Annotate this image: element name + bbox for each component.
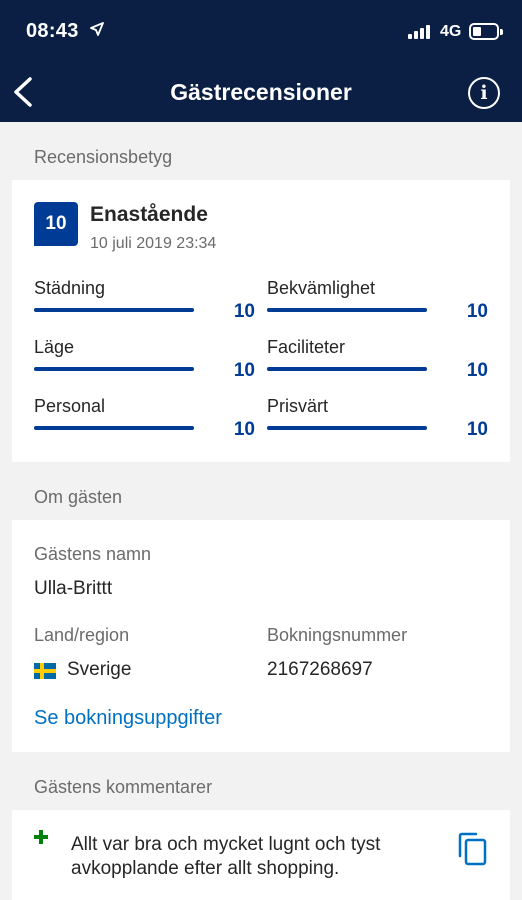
plus-icon [34, 830, 48, 844]
chevron-left-icon[interactable] [10, 76, 40, 108]
booking-number: 2167268697 [267, 659, 373, 680]
category-bar [267, 367, 427, 371]
category-rating-facilities: Faciliteter 10 [267, 337, 488, 385]
guest-name: Ulla-Brittt [34, 578, 113, 599]
booking-details-link[interactable]: Se bokningsuppgifter [34, 707, 222, 729]
category-rating-value: Prisvärt 10 [267, 396, 488, 444]
info-icon[interactable]: i [468, 77, 500, 109]
category-bar [34, 367, 194, 371]
category-value: 10 [466, 419, 488, 440]
page-title: Gästrecensioner [170, 79, 352, 105]
category-value: 10 [466, 360, 488, 381]
category-bar [267, 426, 427, 430]
nav-bar: Gästrecensioner i [0, 62, 522, 122]
guest-section-header: Om gästen [34, 487, 123, 507]
category-value: 10 [233, 419, 255, 440]
category-label: Prisvärt [267, 396, 329, 416]
guest-card: Gästens namn Ulla-Brittt Land/region Sve… [12, 520, 510, 752]
category-label: Städning [34, 278, 106, 298]
rating-card: 10 Enastående 10 juli 2019 23:34 Städnin… [12, 180, 510, 462]
category-value: 10 [233, 301, 255, 322]
score-badge: 10 [34, 202, 78, 246]
category-bar [267, 308, 427, 312]
battery-icon [469, 23, 503, 40]
category-rating-staff: Personal 10 [34, 396, 255, 444]
category-label: Personal [34, 396, 106, 416]
review-date: 10 juli 2019 23:34 [90, 235, 217, 252]
category-rating-location: Läge 10 [34, 337, 255, 385]
country-value: Sverige [67, 659, 132, 680]
rating-section-header: Recensionsbetyg [34, 147, 173, 167]
comment-card: Allt var bra och mycket lugnt och tyst a… [12, 810, 510, 900]
positive-comment: Allt var bra och mycket lugnt och tyst a… [71, 834, 381, 879]
signal-icon [408, 25, 432, 39]
category-bar [34, 426, 194, 430]
network-type: 4G [440, 23, 462, 40]
guest-name-label: Gästens namn [34, 544, 152, 564]
category-value: 10 [466, 301, 488, 322]
location-arrow-icon [90, 22, 104, 36]
category-rating-cleanliness: Städning 10 [34, 278, 255, 326]
comments-section-header: Gästens kommentarer [34, 777, 213, 797]
category-bar [34, 308, 194, 312]
sweden-flag-icon [34, 663, 56, 679]
status-bar: 08:43 4G [0, 0, 522, 62]
score-label: Enastående [90, 203, 208, 226]
category-label: Läge [34, 337, 75, 357]
booking-number-label: Bokningsnummer [267, 625, 408, 645]
status-time: 08:43 [26, 20, 79, 42]
category-label: Bekvämlighet [267, 278, 376, 298]
copy-icon[interactable] [458, 832, 488, 866]
category-value: 10 [233, 360, 255, 381]
category-label: Faciliteter [267, 337, 346, 357]
category-rating-comfort: Bekvämlighet 10 [267, 278, 488, 326]
country-label: Land/region [34, 625, 130, 645]
